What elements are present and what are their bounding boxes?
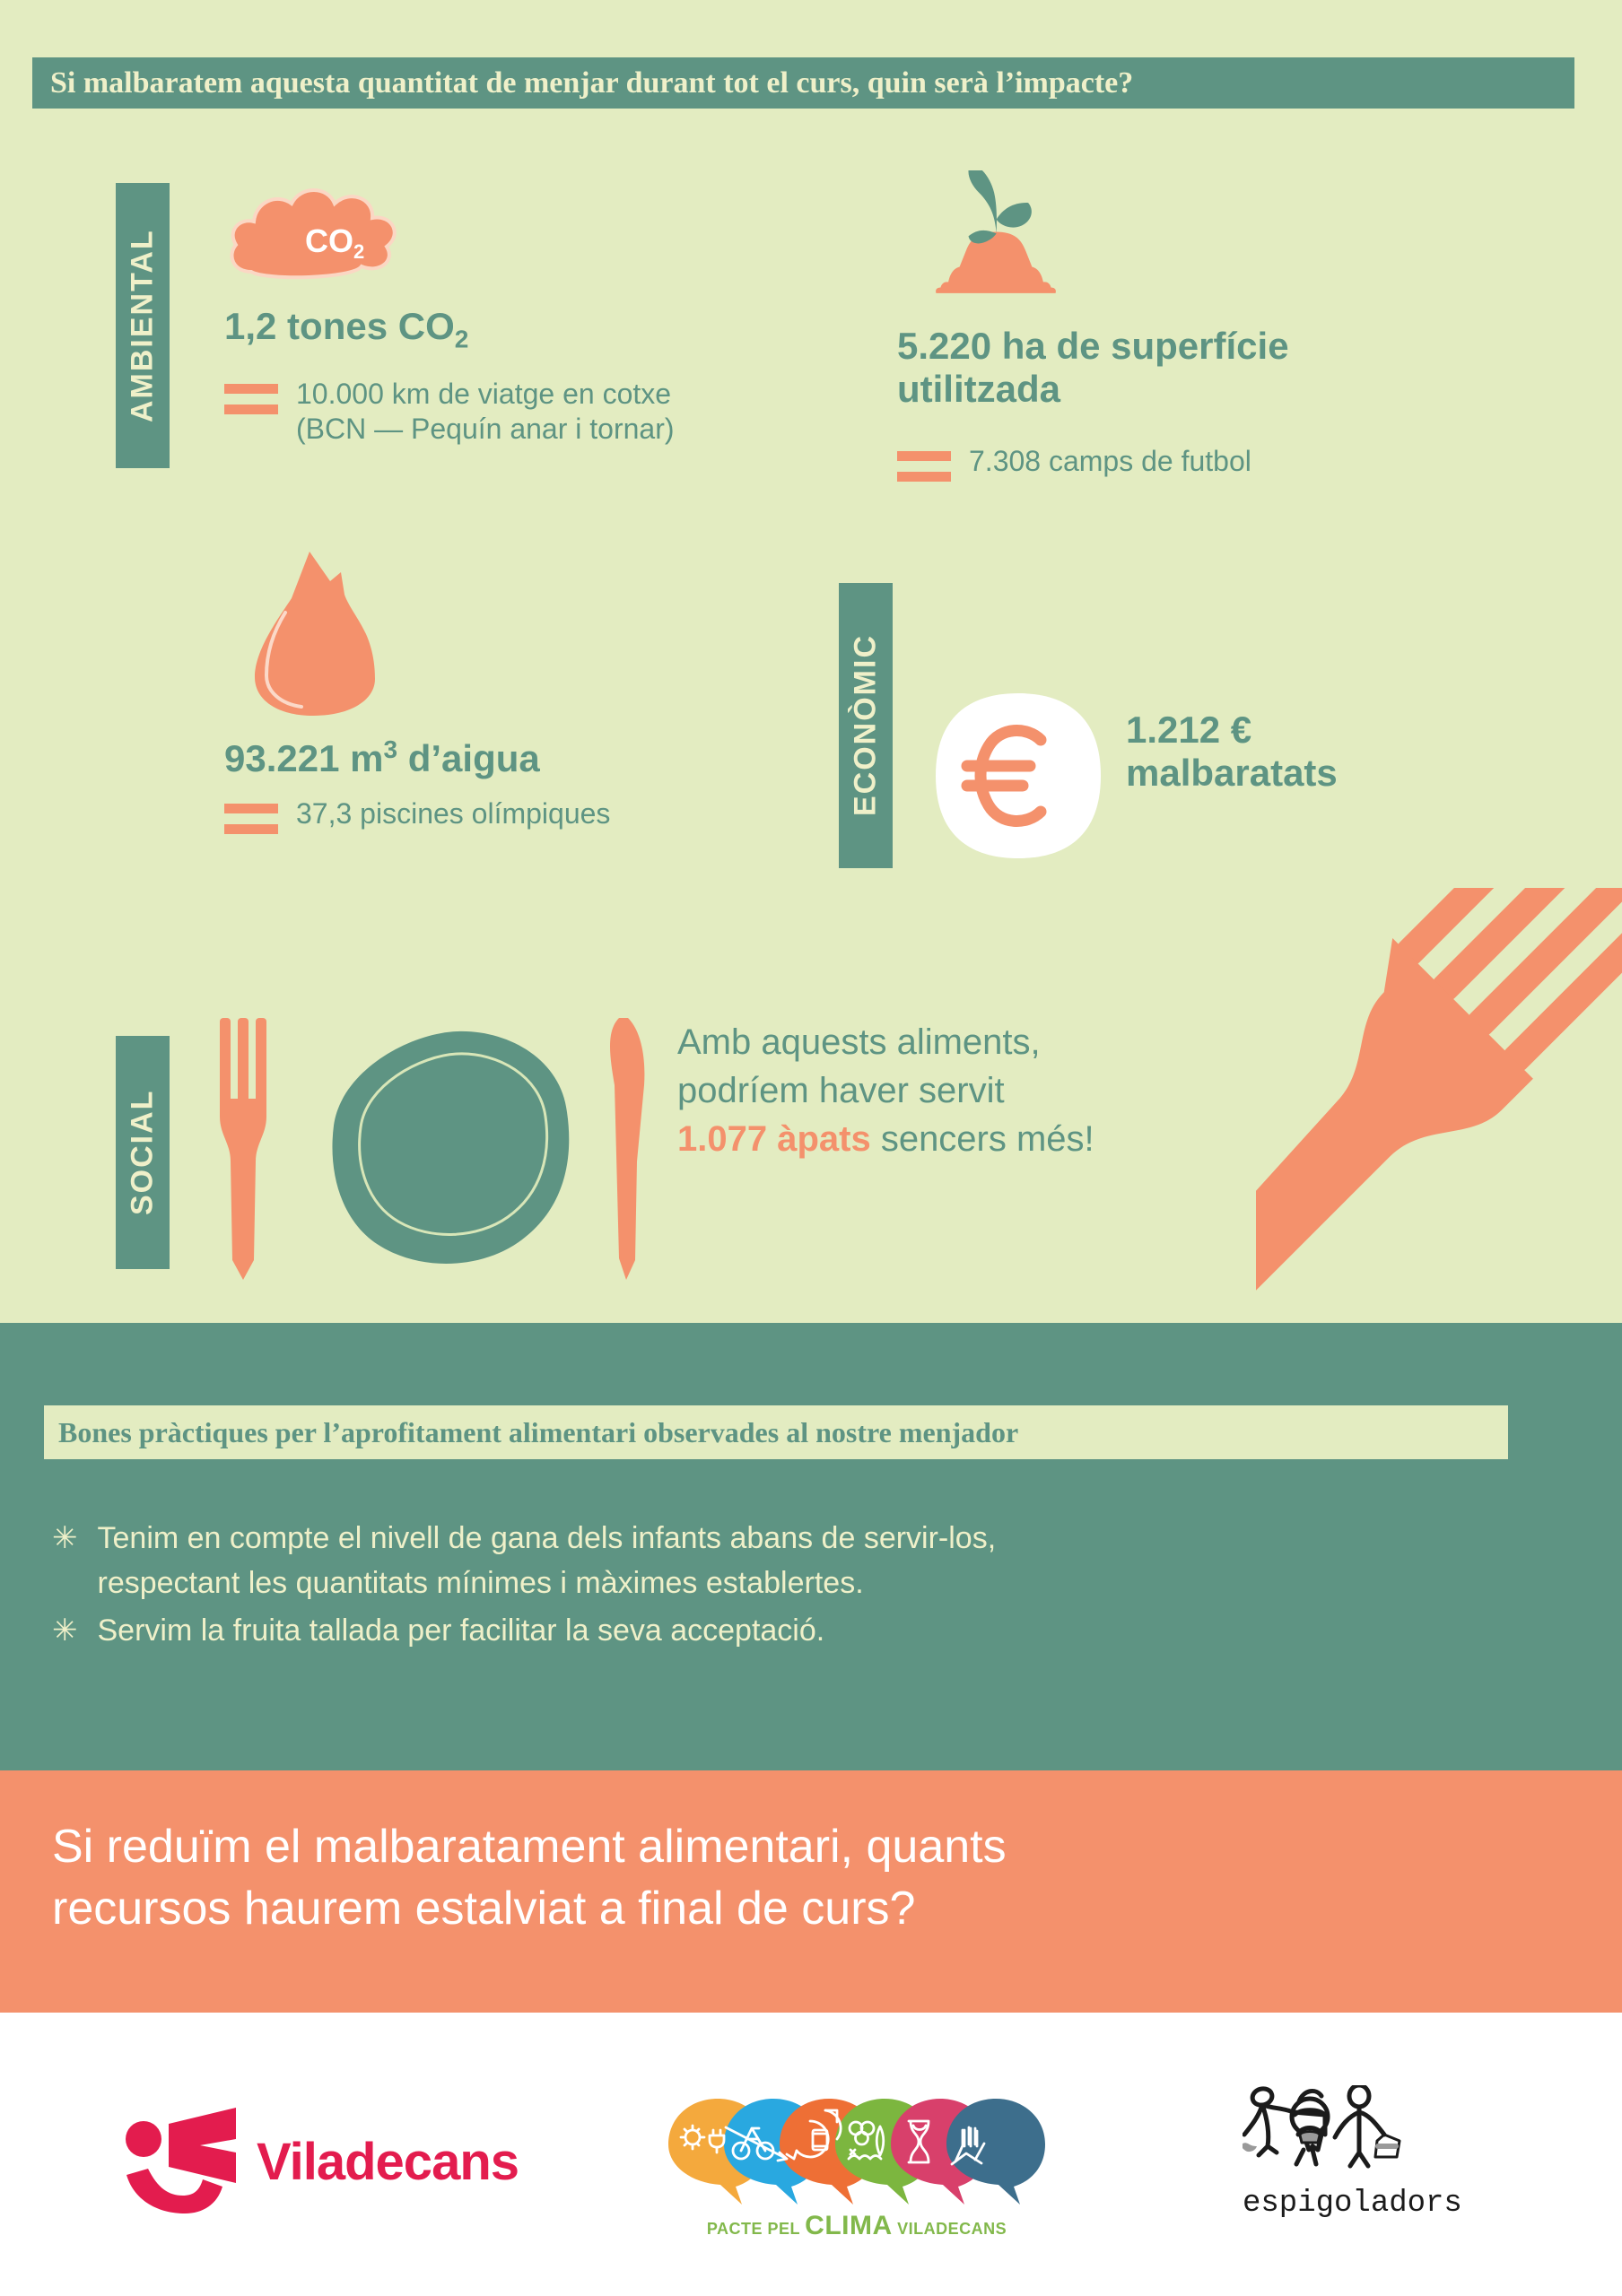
- svg-text:Viladecans: Viladecans: [257, 2133, 519, 2191]
- svg-text:espigoladors: espigoladors: [1243, 2187, 1462, 2221]
